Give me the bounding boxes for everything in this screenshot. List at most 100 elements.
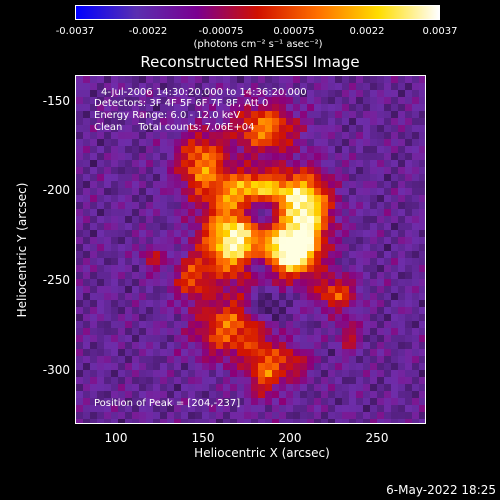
heatmap-cell: [76, 356, 83, 363]
heatmap-cell: [328, 76, 335, 83]
heatmap-cell: [391, 90, 398, 97]
heatmap-cell: [300, 153, 307, 160]
heatmap-cell: [125, 370, 132, 377]
heatmap-cell: [398, 97, 405, 104]
heatmap-cell: [335, 76, 342, 83]
heatmap-cell: [195, 370, 202, 377]
heatmap-cell: [265, 195, 272, 202]
heatmap-cell: [342, 328, 349, 335]
heatmap-cell: [174, 104, 181, 111]
heatmap-cell: [272, 174, 279, 181]
heatmap-cell: [209, 314, 216, 321]
heatmap-cell: [342, 125, 349, 132]
heatmap-cell: [146, 195, 153, 202]
heatmap-cell: [265, 132, 272, 139]
heatmap-cell: [342, 244, 349, 251]
heatmap-cell: [384, 97, 391, 104]
heatmap-cell: [335, 216, 342, 223]
heatmap-cell: [97, 244, 104, 251]
heatmap-cell: [202, 265, 209, 272]
heatmap-cell: [244, 265, 251, 272]
heatmap-cell: [90, 314, 97, 321]
heatmap-cell: [139, 328, 146, 335]
heatmap-cell: [377, 181, 384, 188]
heatmap-cell: [342, 188, 349, 195]
heatmap-cell: [146, 419, 153, 423]
heatmap-cell: [202, 167, 209, 174]
heatmap-cell: [293, 97, 300, 104]
heatmap-cell: [349, 160, 356, 167]
heatmap-cell: [272, 419, 279, 423]
heatmap-cell: [398, 132, 405, 139]
heatmap-cell: [153, 321, 160, 328]
heatmap-cell: [321, 104, 328, 111]
heatmap-cell: [139, 286, 146, 293]
heatmap-cell: [97, 132, 104, 139]
heatmap-cell: [209, 384, 216, 391]
heatmap-cell: [188, 125, 195, 132]
heatmap-cell: [391, 76, 398, 83]
heatmap-cell: [405, 111, 412, 118]
heatmap-cell: [146, 244, 153, 251]
heatmap-cell: [174, 160, 181, 167]
heatmap-cell: [419, 111, 425, 118]
heatmap-cell: [83, 314, 90, 321]
heatmap-cell: [335, 244, 342, 251]
heatmap-cell: [111, 111, 118, 118]
heatmap-cell: [97, 391, 104, 398]
heatmap-cell: [188, 188, 195, 195]
heatmap-cell: [377, 195, 384, 202]
heatmap-cell: [279, 307, 286, 314]
colorbar-tick-label: 0.00075: [273, 26, 315, 37]
heatmap-cell: [209, 272, 216, 279]
heatmap-cell: [307, 370, 314, 377]
heatmap-cell: [412, 181, 419, 188]
heatmap-cell: [265, 300, 272, 307]
heatmap-cell: [209, 349, 216, 356]
heatmap-cell: [286, 251, 293, 258]
heatmap-cell: [363, 300, 370, 307]
heatmap-cell: [356, 321, 363, 328]
heatmap-cell: [111, 328, 118, 335]
heatmap-cell: [391, 132, 398, 139]
heatmap-cell: [174, 342, 181, 349]
heatmap-cell: [216, 391, 223, 398]
heatmap-cell: [286, 230, 293, 237]
heatmap-cell: [216, 223, 223, 230]
heatmap-cell: [349, 265, 356, 272]
heatmap-cell: [132, 223, 139, 230]
heatmap-cell: [195, 328, 202, 335]
heatmap-cell: [83, 370, 90, 377]
heatmap-cell: [419, 293, 425, 300]
heatmap-cell: [195, 195, 202, 202]
heatmap-cell: [90, 223, 97, 230]
heatmap-cell: [230, 111, 237, 118]
heatmap-cell: [216, 251, 223, 258]
heatmap-cell: [230, 405, 237, 412]
heatmap-cell: [76, 146, 83, 153]
heatmap-cell: [146, 160, 153, 167]
heatmap-cell: [237, 391, 244, 398]
heatmap-cell: [398, 412, 405, 419]
heatmap-cell: [279, 188, 286, 195]
heatmap-cell: [104, 251, 111, 258]
heatmap-cell: [223, 188, 230, 195]
heatmap-cell: [342, 153, 349, 160]
y-tick-label: -150: [42, 94, 70, 108]
heatmap-cell: [328, 279, 335, 286]
heatmap-cell: [265, 279, 272, 286]
heatmap-cell: [188, 237, 195, 244]
heatmap-cell: [139, 251, 146, 258]
heatmap-cell: [272, 335, 279, 342]
heatmap-cell: [146, 300, 153, 307]
heatmap-cell: [363, 174, 370, 181]
heatmap-cell: [300, 97, 307, 104]
heatmap-cell: [216, 342, 223, 349]
heatmap-cell: [104, 293, 111, 300]
heatmap-cell: [125, 139, 132, 146]
heatmap-cell: [293, 216, 300, 223]
heatmap-cell: [83, 363, 90, 370]
heatmap-cell: [83, 307, 90, 314]
heatmap-cell: [83, 412, 90, 419]
heatmap-cell: [237, 419, 244, 423]
